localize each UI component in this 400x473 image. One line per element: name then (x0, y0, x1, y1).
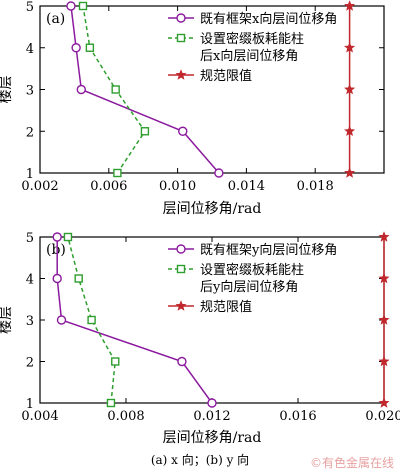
data-point (207, 398, 217, 408)
data-point (52, 232, 62, 242)
data-point (66, 1, 76, 11)
data-point (344, 0, 356, 11)
x-tick-label: 0.008 (107, 409, 144, 424)
series-2 (78, 1, 150, 178)
watermark: ©有色金属在线 (309, 456, 394, 470)
y-tick-label: 3 (26, 84, 34, 99)
x-tick-label: 0.018 (297, 179, 334, 194)
data-point (87, 315, 96, 325)
x-tick-label: 0.006 (90, 179, 127, 194)
y-tick-label: 5 (26, 231, 34, 246)
legend-label: 设置密缀板耗能柱 (200, 31, 304, 47)
data-point (111, 85, 120, 94)
legend-marker (176, 33, 186, 43)
data-point (74, 274, 83, 283)
x-tick-label: 0.002 (21, 179, 58, 194)
x-tick-label: 0.014 (228, 179, 265, 194)
legend-label: 规范限值 (200, 68, 252, 84)
series-3 (378, 231, 390, 408)
series-line (67, 236, 116, 404)
x-tick-label: 0.004 (21, 409, 58, 424)
series-3 (344, 0, 356, 178)
legend-label: 后x向层间位移角 (200, 48, 298, 64)
y-tick-label: 2 (26, 356, 34, 371)
y-tick-label: 1 (26, 167, 34, 182)
y-tick-label: 3 (26, 314, 34, 329)
figure-caption: (a) x 向；(b) y 向 (150, 453, 250, 467)
figure: 0.002 0.006 0.010 0.014 0.018 1 2 3 4 5 层间位移角/rad 楼… (0, 0, 400, 446)
y-tick-label: 4 (26, 273, 34, 288)
data-point (344, 125, 356, 136)
x-tick-label: 0.016 (279, 409, 316, 424)
data-point (63, 232, 73, 242)
data-point (177, 356, 187, 367)
chart-panel-a: 0.002 0.006 0.010 0.014 0.018 1 2 3 4 5 层间位移角/rad 楼… (0, 0, 385, 217)
data-point (113, 168, 122, 178)
series-2 (63, 232, 120, 408)
data-point (78, 1, 88, 11)
data-point (378, 231, 390, 242)
legend-label: 既有框架y向层间位移角 (200, 242, 337, 258)
x-axis-label: 层间位移角/rad (163, 201, 262, 217)
data-point (378, 397, 390, 408)
data-point (344, 83, 356, 95)
legend-marker (176, 264, 186, 274)
legend-marker (176, 244, 186, 254)
x-tick-label: 0.020 (365, 409, 400, 424)
series-1 (52, 232, 217, 408)
panel-label: (b) (46, 242, 66, 258)
x-tick-label: 0.012 (193, 409, 230, 424)
x-axis-label: 层间位移角/rad (163, 430, 262, 446)
series-line (70, 5, 220, 174)
y-tick-label: 4 (26, 42, 34, 57)
data-point (76, 84, 86, 95)
y-axis-label: 楼层 (0, 76, 14, 104)
y-tick-label: 2 (26, 125, 34, 140)
data-point (106, 398, 116, 408)
legend-label: 规范限值 (200, 299, 252, 315)
series-line (56, 237, 213, 404)
data-point (344, 41, 356, 53)
panel-label: (a) (46, 11, 65, 27)
data-point (378, 355, 390, 367)
data-point (56, 315, 67, 325)
data-point (85, 43, 95, 52)
data-point (71, 43, 81, 53)
data-point (378, 314, 390, 325)
data-point (214, 168, 224, 178)
data-point (378, 272, 390, 284)
data-point (344, 167, 356, 178)
legend-label: 后y向层间位移角 (200, 279, 298, 295)
legend-marker (176, 13, 186, 23)
y-tick-label: 1 (26, 397, 34, 412)
legend-marker (175, 300, 187, 311)
y-axis-label: 楼层 (0, 306, 14, 334)
data-point (52, 273, 62, 284)
data-point (178, 126, 188, 136)
data-point (140, 127, 150, 136)
data-point (111, 357, 120, 366)
chart-panel-b: 0.004 0.008 0.012 0.016 0.020 1 2 3 4 5 层间位移角/rad 楼… (0, 231, 400, 446)
y-tick-label: 5 (26, 0, 34, 15)
x-tick-label: 0.010 (159, 179, 196, 194)
legend-marker (175, 69, 187, 80)
series-1 (66, 1, 224, 178)
legend-label: 既有框架x向层间位移角 (200, 11, 337, 27)
legend-label: 设置密缀板耗能柱 (200, 262, 304, 278)
